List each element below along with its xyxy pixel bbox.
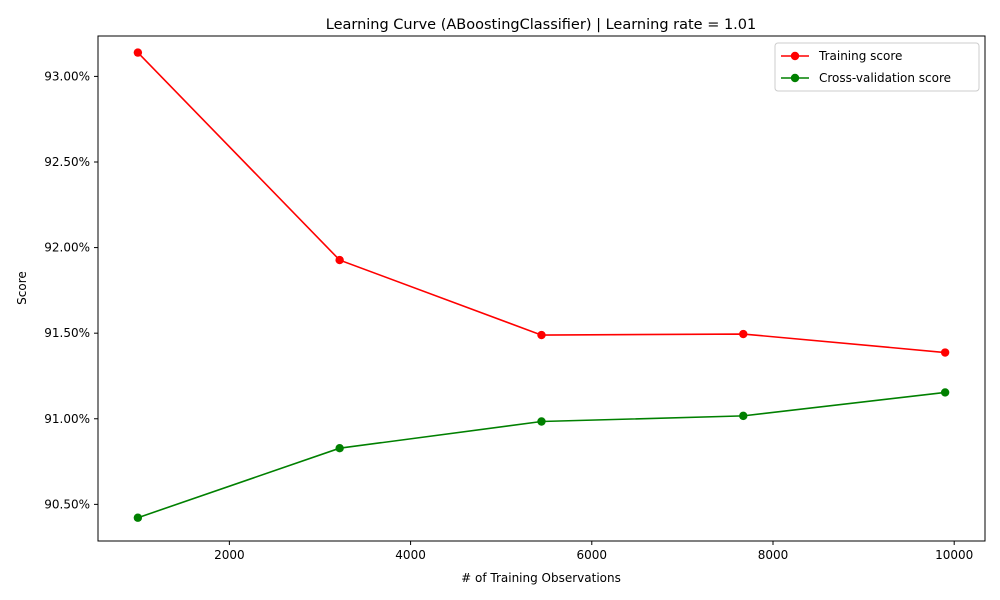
cross-validation-score-point [537,417,546,426]
training-score-point [940,348,950,357]
y-axis-ticks: 90.50% 91.00% 91.50% 92.00% 92.50% 93.00% [44,69,98,511]
y-axis-label: Score [15,271,29,305]
y-tick-label: 91.00% [44,412,90,426]
series-layer [133,48,950,522]
y-tick-label: 93.00% [44,69,90,83]
legend-cross-validation-score-marker [790,73,800,83]
training-score-point [537,330,546,340]
x-tick-label: 4000 [395,548,426,562]
training-score-point [739,329,748,339]
y-tick-label: 91.50% [44,326,90,340]
y-tick-label: 92.00% [44,241,90,255]
y-tick-label: 92.50% [44,155,90,169]
y-tick-label: 90.50% [44,497,90,511]
x-tick-label: 10000 [935,548,973,562]
legend-training-score-label: Training score [818,49,902,63]
legend-training-score-marker [790,51,800,61]
training-score-point [133,48,143,57]
x-axis-ticks: 2000 4000 6000 8000 10000 [214,541,973,562]
cross-validation-score-point [739,411,748,421]
cross-validation-score-point [335,444,344,453]
cross-validation-score-point [133,513,143,522]
legend-box [774,42,980,92]
x-tick-label: 2000 [214,548,245,562]
training-score-point [335,255,344,265]
legend-cross-validation-score-label: Cross-validation score [819,71,951,85]
legend: Training score Cross-validation score [774,42,980,92]
x-tick-label: 6000 [577,548,608,562]
cross-validation-score-point [940,388,950,397]
plot-frame [97,35,986,542]
x-axis-label: # of Training Observations [461,571,621,585]
chart-title: Learning Curve (ABoostingClassifier) | L… [326,17,757,33]
x-tick-label: 8000 [758,548,789,562]
